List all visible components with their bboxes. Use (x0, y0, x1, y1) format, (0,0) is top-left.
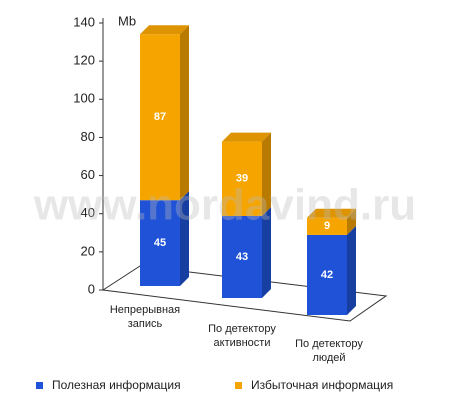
y-tick-label: 140 (73, 14, 95, 29)
y-tick-label: 80 (81, 129, 95, 144)
bar-segment (307, 217, 347, 235)
legend-label: Избыточная информация (251, 378, 393, 392)
watermark: www.nordavind.ru (33, 181, 416, 230)
bar-top (307, 208, 356, 218)
value-label: 43 (236, 251, 248, 263)
bar-side (180, 25, 189, 201)
bar-side (262, 132, 271, 216)
y-tick-label: 20 (81, 243, 95, 258)
y-tick-label: 100 (73, 91, 95, 106)
y-tick-label: 0 (88, 281, 95, 296)
legend-swatch (235, 382, 242, 389)
bar-top (140, 25, 189, 35)
value-label: 39 (236, 173, 248, 185)
x-tick-label: По детектору людей (295, 338, 363, 364)
value-label: 87 (154, 111, 166, 123)
y-tick-label: 120 (73, 53, 95, 68)
bar-segment (307, 234, 347, 315)
value-label: 9 (324, 220, 330, 232)
y-tick-label: 60 (81, 167, 95, 182)
bar-top (222, 132, 271, 142)
legend-swatch (36, 382, 43, 389)
y-unit: Mb (118, 13, 136, 28)
bar-side (262, 206, 271, 298)
legend-label: Полезная информация (52, 378, 181, 392)
x-tick-label: По детектору активности (208, 323, 276, 349)
x-tick-label: Непрерывная запись (109, 304, 181, 330)
bar-side (347, 208, 356, 235)
bar-segment (140, 200, 180, 286)
bar-segment (222, 215, 262, 298)
value-label: 45 (154, 237, 166, 249)
bar-segment (222, 141, 262, 216)
bar-side (180, 191, 189, 286)
y-tick-label: 40 (81, 205, 95, 220)
bar-segment (140, 34, 180, 201)
value-label: 42 (321, 269, 333, 281)
bar-side (347, 225, 356, 315)
